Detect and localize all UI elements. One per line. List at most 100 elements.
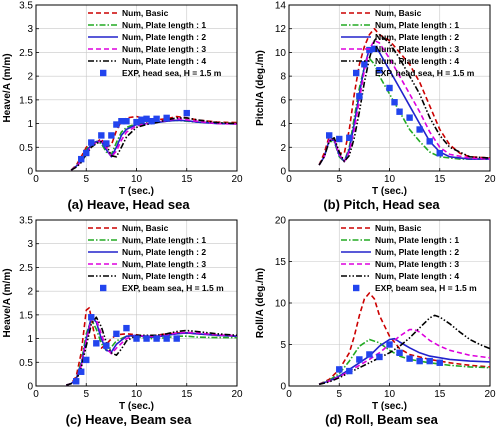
legend-label: Num, Plate length : 1 [122,20,206,30]
series-line-3 [70,119,237,171]
legend-label: Num, Plate length : 3 [122,44,206,54]
experiment-point [426,357,433,365]
y-tick-label: 6 [280,95,286,106]
legend: Num, Basic Num, Plate length : 1 Num, Plat… [341,223,477,293]
legend-label: Num, Plate length : 2 [122,247,206,257]
x-tick-label: 0 [33,389,39,400]
series-line-2 [65,318,237,386]
experiment-point [133,118,140,126]
y-tick-label: 0 [27,167,33,178]
experiment-point [108,132,115,139]
experiment-point [83,356,90,364]
x-tick-label: 15 [434,389,446,400]
legend-label: EXP, head sea, H = 1.5 m [375,68,475,78]
experiment-point [436,150,443,157]
x-tick-label: 20 [231,389,243,400]
experiment-point [153,335,160,342]
experiment-point [138,116,145,123]
x-tick-label: 10 [131,174,143,185]
experiment-point [346,134,353,141]
series-group [70,109,237,171]
experiment-point [133,335,140,342]
series-group [318,27,490,166]
experiment-point [366,351,373,358]
x-axis-label: T (sec.) [119,186,154,197]
experiment-point [356,93,363,100]
experiment-point [396,349,403,356]
experiment-point [143,335,150,342]
x-tick-label: 5 [83,389,89,400]
experiment-point [416,126,423,133]
series-group [65,306,237,386]
experiment-point [78,368,85,375]
x-tick-label: 0 [33,174,39,185]
series-line-1 [70,115,237,171]
legend-label: Num, Basic [122,223,169,233]
experiment-point [326,132,333,139]
experiment-point [153,115,160,123]
legend-label: Num, Basic [122,8,169,18]
chart-panel-1: 0 5 10 15 20 0 0.5 1 1.5 2 2.5 3 3.5 T (sec.) Heave/A … [2,1,243,213]
y-tick-label: 10 [275,299,287,310]
series-line-4 [70,118,237,171]
legend-label: EXP, beam sea, H = 1.5 m [375,283,477,293]
experiment-point [371,45,378,53]
x-tick-label: 20 [231,174,243,185]
legend-label: Num, Plate length : 1 [375,235,459,245]
y-tick-label: 2.5 [19,263,33,274]
y-tick-label: 20 [275,216,287,227]
series-line-5 [65,316,237,386]
experiment-point [113,121,120,128]
y-tick-label: 0 [27,382,33,393]
legend-label: Num, Plate length : 3 [375,259,459,269]
y-tick-label: 0 [280,167,286,178]
legend-label: Num, Plate length : 3 [122,259,206,269]
experiment-point [88,314,95,321]
y-tick-label: 5 [280,340,286,351]
legend-label: Num, Plate length : 2 [375,247,459,257]
experiment-point [416,357,423,365]
legend-label: Num, Plate length : 3 [375,44,459,54]
experiment-point [386,84,393,92]
y-axis-label: Heave/A (m/m) [2,53,13,122]
y-tick-label: 0 [280,382,286,393]
experiment-point [163,335,170,342]
y-tick-label: 0.5 [19,143,33,154]
y-tick-label: 1.5 [19,95,33,106]
experiment-point [118,118,125,125]
experiment-point [391,99,398,106]
y-tick-label: 3.5 [19,216,33,227]
series-line-1 [318,292,490,386]
legend: Num, Basic Num, Plate length : 1 Num, Plat… [88,223,224,293]
legend-label: Num, Basic [375,223,422,233]
experiment-point [173,335,180,342]
y-tick-label: 3 [27,239,33,250]
series-group [318,292,490,386]
experiment-point [436,359,443,366]
panel-caption: (c) Heave, Beam sea [66,412,193,427]
legend-marker-experiment [353,69,360,77]
x-axis-label: T (sec.) [372,401,407,412]
experiment-point [336,135,343,143]
x-tick-label: 10 [384,174,396,185]
y-tick-label: 2 [27,287,33,298]
y-tick-label: 0.5 [19,358,33,369]
y-tick-label: 3 [27,24,33,35]
x-tick-label: 20 [484,174,496,185]
experiment-point [143,115,150,123]
y-tick-label: 1.5 [19,310,33,321]
y-tick-label: 14 [275,1,287,12]
x-tick-label: 5 [336,174,342,185]
experiment-point [123,324,130,332]
series-line-2 [70,119,237,171]
experiment-point [376,353,383,361]
legend-marker-experiment [100,69,107,77]
legend-label: Num, Plate length : 1 [122,235,206,245]
legend-marker-experiment [353,284,360,292]
legend-label: Num, Plate length : 2 [122,32,206,42]
y-tick-label: 10 [275,48,287,59]
panel-caption: (d) Roll, Beam sea [325,412,438,427]
x-tick-label: 15 [434,174,446,185]
y-axis-label: Roll/A (deg./m) [255,268,266,338]
